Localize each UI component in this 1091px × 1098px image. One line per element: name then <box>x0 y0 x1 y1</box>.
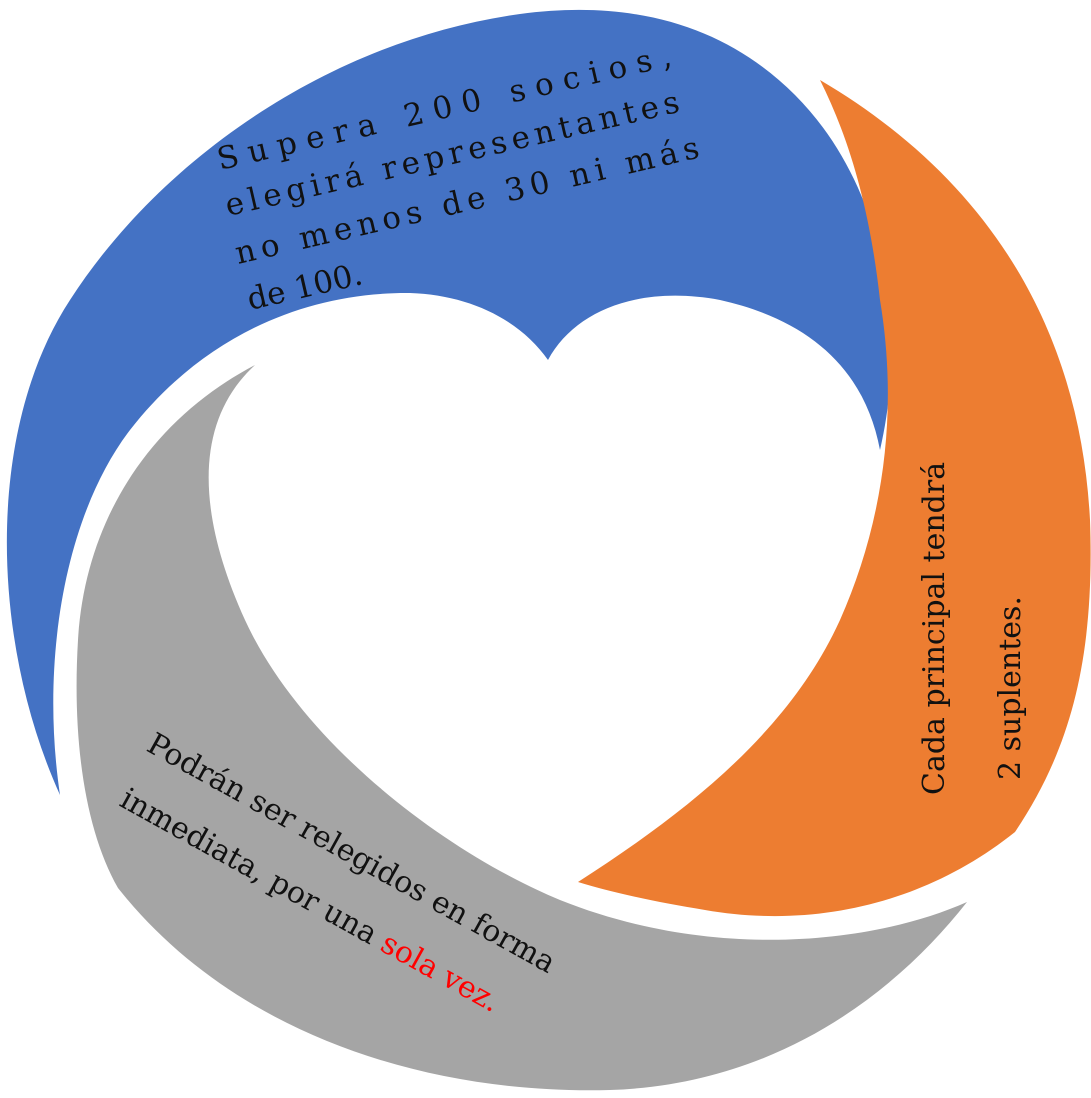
orange-text-group: Cada principal tendrá 2 suplentes. <box>917 462 1028 795</box>
segment-blue <box>6 9 892 796</box>
orange-text-line-1: Cada principal tendrá <box>917 462 952 795</box>
segment-gray <box>76 365 967 1091</box>
orange-text-line-2: 2 suplentes. <box>993 596 1028 780</box>
segment-orange <box>578 80 1091 917</box>
